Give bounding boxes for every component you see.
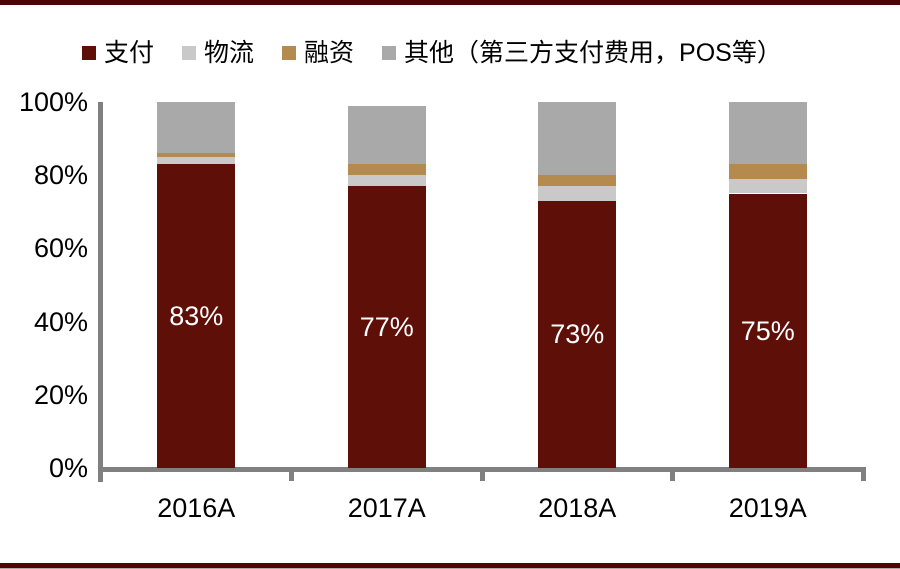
legend-item-payment: 支付: [82, 38, 154, 68]
legend-label-logistics: 物流: [204, 39, 255, 67]
legend-swatch-payment: [82, 46, 96, 60]
bar-segment-2016A-s2: [157, 153, 236, 157]
bar-segment-2016A-s3: [157, 102, 236, 154]
legend-swatch-logistics: [182, 46, 197, 60]
bar-segment-2016A-s1: [157, 156, 236, 165]
bar-segment-2018A-s3: [538, 102, 617, 176]
y-axis-tick-label: 40%: [33, 306, 88, 337]
x-axis-tick-mark: [860, 467, 866, 481]
bar-segment-2019A-s2: [728, 164, 807, 179]
bar-segment-2019A-s3: [728, 102, 807, 165]
legend-swatch-financing: [282, 46, 297, 60]
bar-value-label: 77%: [359, 312, 414, 343]
x-axis-category-label: 2019A: [728, 493, 807, 523]
chart-legend: 支付 物流 融资 其他（第三方支付费用，POS等）: [82, 38, 782, 68]
legend-item-financing: 融资: [282, 38, 354, 68]
bar-segment-2018A-s2: [538, 175, 617, 187]
legend-label-financing: 融资: [304, 39, 355, 67]
x-axis-category-label: 2016A: [157, 493, 236, 523]
legend-item-logistics: 物流: [182, 38, 254, 68]
bar-segment-2018A-s1: [538, 186, 617, 201]
bar-value-label: 83%: [169, 301, 224, 332]
bar-segment-2017A-s3: [347, 105, 426, 165]
bar-segment-2018A-s0: [538, 200, 617, 468]
bar-segment-2017A-s1: [347, 175, 426, 187]
legend-item-others: 其他（第三方支付费用，POS等）: [382, 38, 782, 68]
y-axis-tick-label: 20%: [33, 379, 88, 410]
x-axis-tick-mark: [289, 467, 294, 481]
bar-segment-2017A-s0: [347, 186, 426, 468]
y-axis-tick-label: 60%: [33, 233, 88, 264]
x-axis-category-label: 2018A: [538, 493, 617, 523]
legend-label-others: 其他（第三方支付费用，POS等）: [404, 39, 782, 67]
y-axis-tick-label: 0%: [48, 453, 88, 483]
bar-value-label: 75%: [740, 315, 795, 346]
bottom-divider-rule: [0, 563, 900, 568]
bar-segment-2017A-s2: [347, 164, 426, 176]
x-axis-category-label: 2017A: [347, 493, 426, 523]
bar-segment-2019A-s0: [728, 193, 807, 468]
x-axis-tick-mark: [479, 467, 485, 481]
x-axis-tick-mark: [670, 467, 675, 481]
y-axis-line: [98, 102, 103, 482]
bar-segment-2019A-s1: [728, 178, 807, 194]
bar-value-label: 73%: [550, 319, 605, 350]
bar-segment-2016A-s0: [157, 164, 236, 468]
legend-swatch-others: [382, 46, 397, 60]
y-axis-tick-label: 80%: [33, 160, 88, 191]
legend-label-payment: 支付: [104, 39, 155, 67]
y-axis-tick-label: 100%: [18, 87, 88, 117]
top-divider-rule: [0, 0, 900, 5]
